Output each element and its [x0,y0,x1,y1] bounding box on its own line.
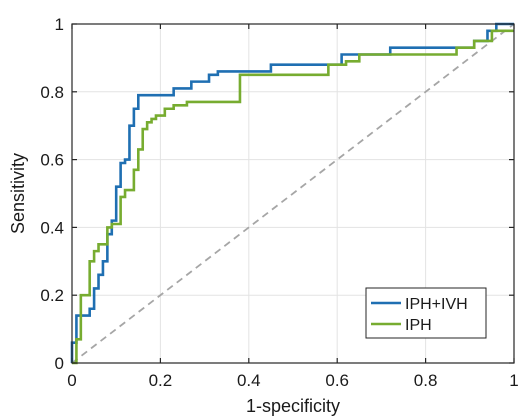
ticks: 0 0.2 0.4 0.6 0.8 1 0 0.2 0.4 0.6 0.8 1 [40,15,518,390]
y-tick-label: 0.2 [40,286,64,305]
legend-label-iph-ivh: IPH+IVH [405,296,468,313]
x-tick-label: 0.6 [325,371,349,390]
y-axis-title: Sensitivity [8,153,28,234]
x-axis-title: 1-specificity [246,396,340,416]
x-tick-label: 1 [509,371,518,390]
legend-label-iph: IPH [405,317,432,334]
series-line-iph [72,29,514,365]
legend: IPH+IVH IPH [365,287,487,339]
series-line-iph-ivh [70,22,514,363]
legend-box [365,287,487,339]
y-tick-label: 0.6 [40,151,64,170]
y-tick-label: 0.8 [40,83,64,102]
y-tick-label: 0 [55,354,64,373]
y-tick-label: 1 [55,15,64,34]
x-tick-label: 0 [67,371,76,390]
reference-diagonal-line [71,23,515,364]
y-tick-label: 0.4 [40,218,64,237]
plot-frame [71,23,515,364]
x-tick-label: 0.2 [149,371,173,390]
series-layer [70,22,514,365]
x-tick-label: 0.8 [414,371,438,390]
x-tick-label: 0.4 [237,371,261,390]
